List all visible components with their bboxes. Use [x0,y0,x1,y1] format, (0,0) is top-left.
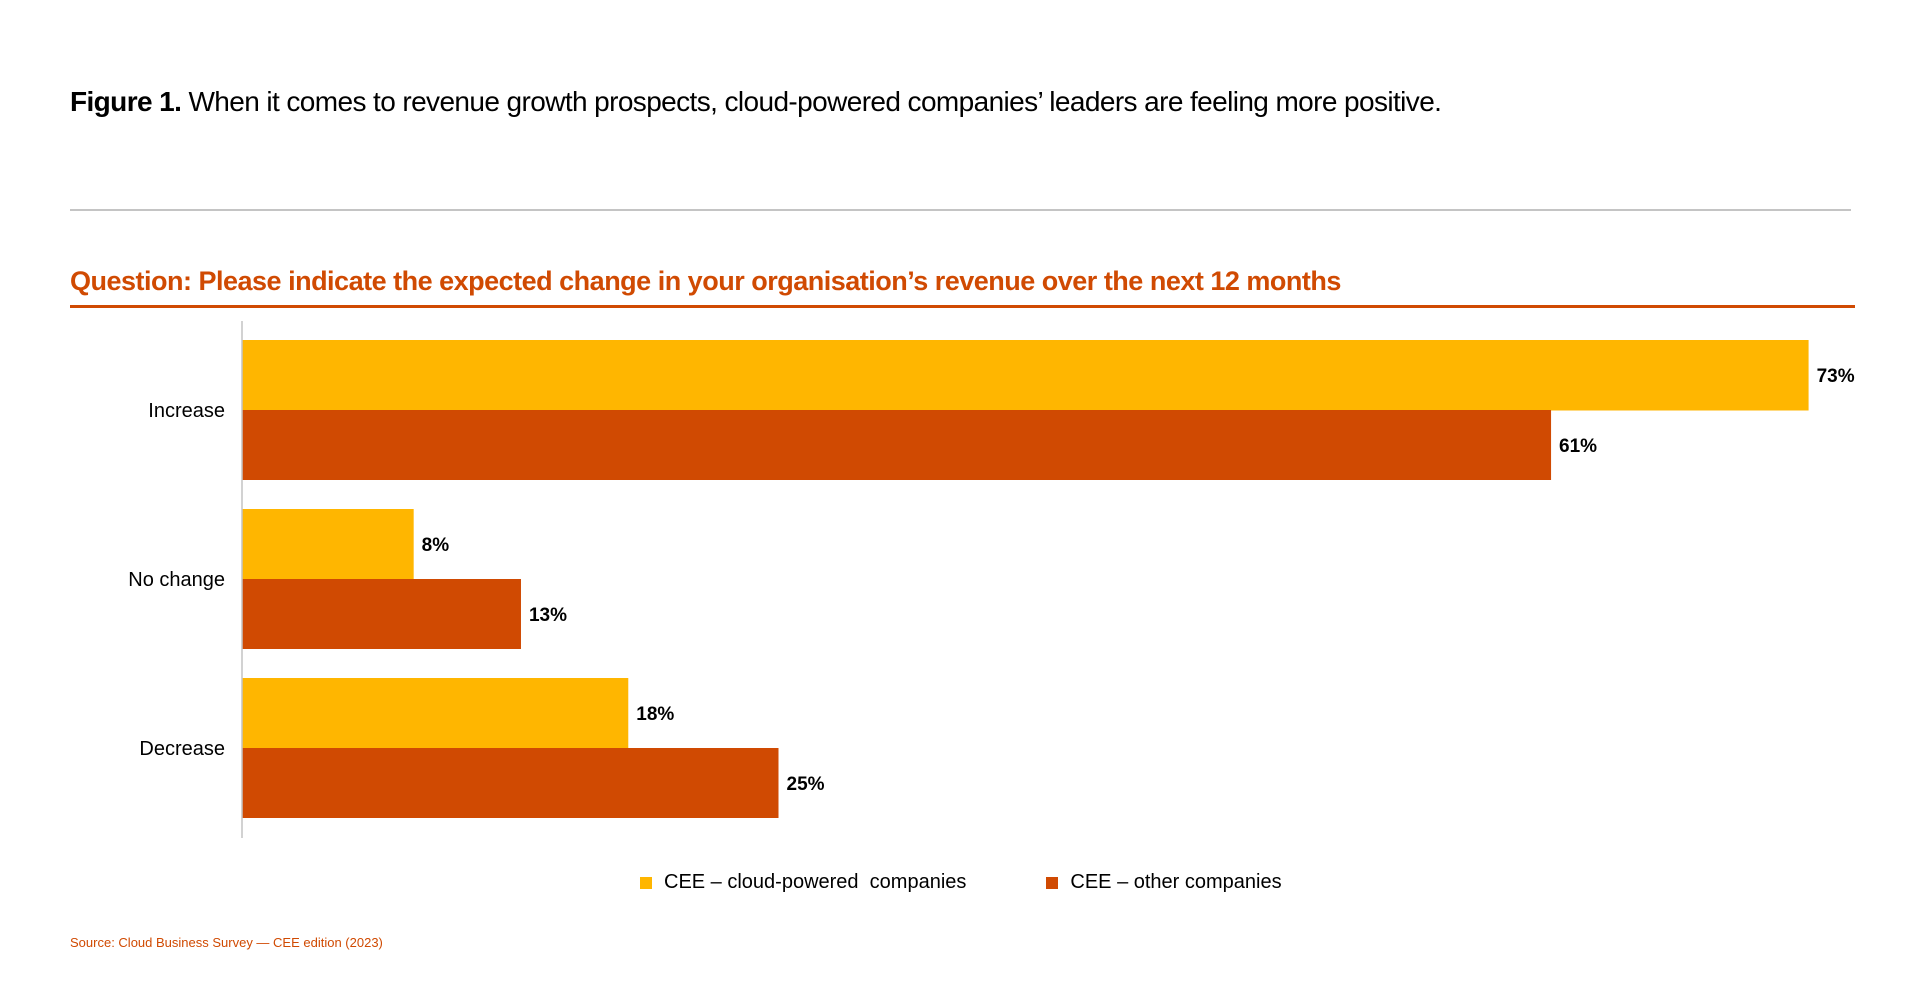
data-label: 8% [422,535,450,556]
bar-increase-series-1 [242,340,1809,411]
question-underline [70,305,1855,308]
data-label: 73% [1817,366,1855,387]
figure-label: Figure 1. [70,86,182,117]
data-label: 13% [529,605,567,626]
question-heading: Question: Please indicate the expected c… [70,266,1341,296]
legend-label: CEE – other companies [1070,871,1282,893]
divider [70,209,1851,211]
legend-item-other: CEE – other companies [1046,871,1282,894]
bar-decrease-series-1 [242,678,629,749]
figure-title-text: When it comes to revenue growth prospect… [181,86,1442,117]
figure-title: Figure 1. When it comes to revenue growt… [70,86,1442,118]
source-note: Source: Cloud Business Survey — CEE edit… [70,935,383,950]
category-label: No change [128,569,225,591]
legend: CEE – cloud-powered companies CEE – othe… [640,871,1362,894]
category-label: Decrease [139,738,225,760]
legend-swatch [1046,876,1059,889]
bar-no-change-series-2 [242,579,521,649]
bar-increase-series-2 [242,410,1552,480]
bar-decrease-series-2 [242,748,779,818]
legend-item-cloud-powered: CEE – cloud-powered companies [640,871,966,894]
legend-swatch [640,876,652,889]
category-label: Increase [148,400,225,422]
legend-label: CEE – cloud-powered companies [664,871,967,893]
data-label: 25% [787,774,825,795]
data-label: 61% [1559,436,1597,457]
data-label: 18% [636,704,674,725]
bar-no-change-series-1 [242,509,414,580]
